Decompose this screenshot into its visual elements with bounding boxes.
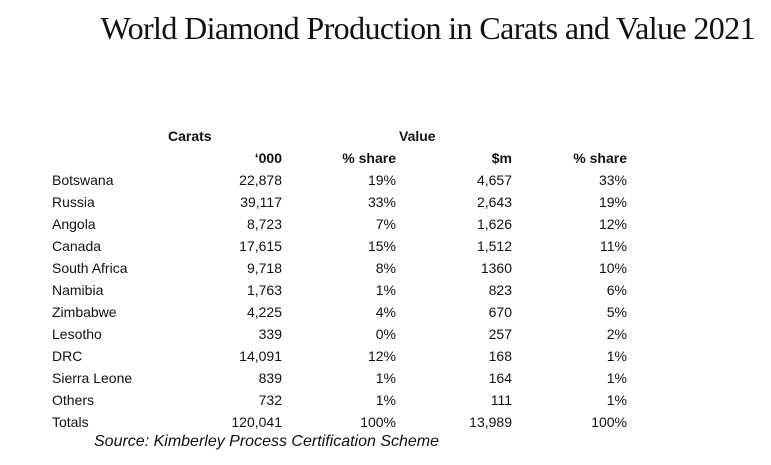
value-share-cell: 10% (598, 260, 627, 276)
carats-share-cell: 15% (367, 238, 396, 254)
value-cell: 168 (488, 348, 512, 364)
carats-cell: 120,041 (231, 414, 282, 430)
value-share-cell: 1% (606, 348, 627, 364)
table-row: Namibia 1,763 1% 823 6% (0, 280, 771, 302)
carats-share-cell: 8% (375, 260, 396, 276)
value-share-cell: 33% (598, 172, 627, 188)
country-cell: Botswana (52, 172, 114, 188)
carats-cell: 732 (258, 392, 282, 408)
country-cell: South Africa (52, 260, 128, 276)
table-row: Botswana 22,878 19% 4,657 33% (0, 170, 771, 192)
table-row: Lesotho 339 0% 257 2% (0, 324, 771, 346)
value-cell: 4,657 (476, 172, 512, 188)
country-cell: Others (52, 392, 95, 408)
value-share-cell: 12% (598, 216, 627, 232)
value-cell: 2,643 (476, 194, 512, 210)
value-cell: 1,512 (476, 238, 512, 254)
table-row: DRC 14,091 12% 168 1% (0, 346, 771, 368)
value-cell: 1,626 (476, 216, 512, 232)
carats-group-header: Carats (168, 128, 212, 144)
diamond-production-table: ‘000 % share $m % share Botswana 22,878 19… (0, 148, 771, 434)
value-cell: 111 (490, 392, 512, 408)
value-share-cell: 1% (606, 392, 627, 408)
carats-cell: 8,723 (246, 216, 282, 232)
country-cell: Sierra Leone (52, 370, 133, 386)
country-cell: Namibia (52, 282, 104, 298)
carats-unit-header: ‘000 (254, 150, 282, 166)
table-row: South Africa 9,718 8% 1360 10% (0, 258, 771, 280)
value-share-cell: 5% (606, 304, 627, 320)
carats-cell: 39,117 (240, 194, 282, 210)
table-body: Botswana 22,878 19% 4,657 33% Russia 39,117 33%… (0, 170, 771, 434)
value-unit-header: $m (491, 150, 512, 166)
carats-cell: 4,225 (246, 304, 282, 320)
country-cell: Angola (52, 216, 96, 232)
value-cell: 1360 (480, 260, 512, 276)
totals-row: Totals 120,041 100% 13,989 100% (0, 412, 771, 434)
value-cell: 13,989 (469, 414, 512, 430)
carats-cell: 9,718 (246, 260, 282, 276)
carats-cell: 17,615 (239, 238, 282, 254)
value-cell: 823 (488, 282, 512, 298)
value-share-cell: 2% (606, 326, 627, 342)
carats-share-cell: 4% (375, 304, 396, 320)
value-share-cell: 1% (606, 370, 627, 386)
value-share-cell: 100% (591, 414, 627, 430)
carats-share-cell: 19% (367, 172, 396, 188)
table-row: Angola 8,723 7% 1,626 12% (0, 214, 771, 236)
table-row: Sierra Leone 839 1% 164 1% (0, 368, 771, 390)
carats-share-cell: 1% (375, 282, 396, 298)
carats-cell: 22,878 (239, 172, 282, 188)
carats-share-header: % share (342, 150, 396, 166)
value-group-header: Value (399, 128, 436, 144)
country-cell: Totals (52, 414, 89, 430)
carats-share-cell: 0% (375, 326, 396, 342)
source-note: Source: Kimberley Process Certification … (94, 433, 440, 450)
value-share-cell: 11% (600, 238, 627, 254)
country-cell: Canada (52, 238, 102, 254)
value-cell: 670 (488, 304, 512, 320)
value-share-header: % share (573, 150, 627, 166)
carats-share-cell: 12% (367, 348, 396, 364)
carats-cell: 839 (258, 370, 282, 386)
table-row: Russia 39,117 33% 2,643 19% (0, 192, 771, 214)
carats-share-cell: 33% (367, 194, 396, 210)
value-cell: 164 (488, 370, 512, 386)
carats-share-cell: 1% (375, 370, 396, 386)
carats-cell: 339 (258, 326, 282, 342)
country-cell: Zimbabwe (52, 304, 117, 320)
table-row: Others 732 1% 111 1% (0, 390, 771, 412)
carats-cell: 1,763 (246, 282, 282, 298)
country-cell: Lesotho (52, 326, 102, 342)
carats-share-cell: 100% (360, 414, 396, 430)
country-cell: DRC (52, 348, 83, 364)
carats-cell: 14,091 (239, 348, 282, 364)
page-title: World Diamond Production in Carats and V… (100, 10, 756, 46)
value-share-cell: 19% (598, 194, 627, 210)
column-header-row: ‘000 % share $m % share (0, 148, 771, 170)
table-row: Canada 17,615 15% 1,512 11% (0, 236, 771, 258)
carats-share-cell: 1% (375, 392, 396, 408)
table-row: Zimbabwe 4,225 4% 670 5% (0, 302, 771, 324)
value-share-cell: 6% (606, 282, 627, 298)
carats-share-cell: 7% (375, 216, 396, 232)
value-cell: 257 (488, 326, 512, 342)
country-cell: Russia (52, 194, 95, 210)
